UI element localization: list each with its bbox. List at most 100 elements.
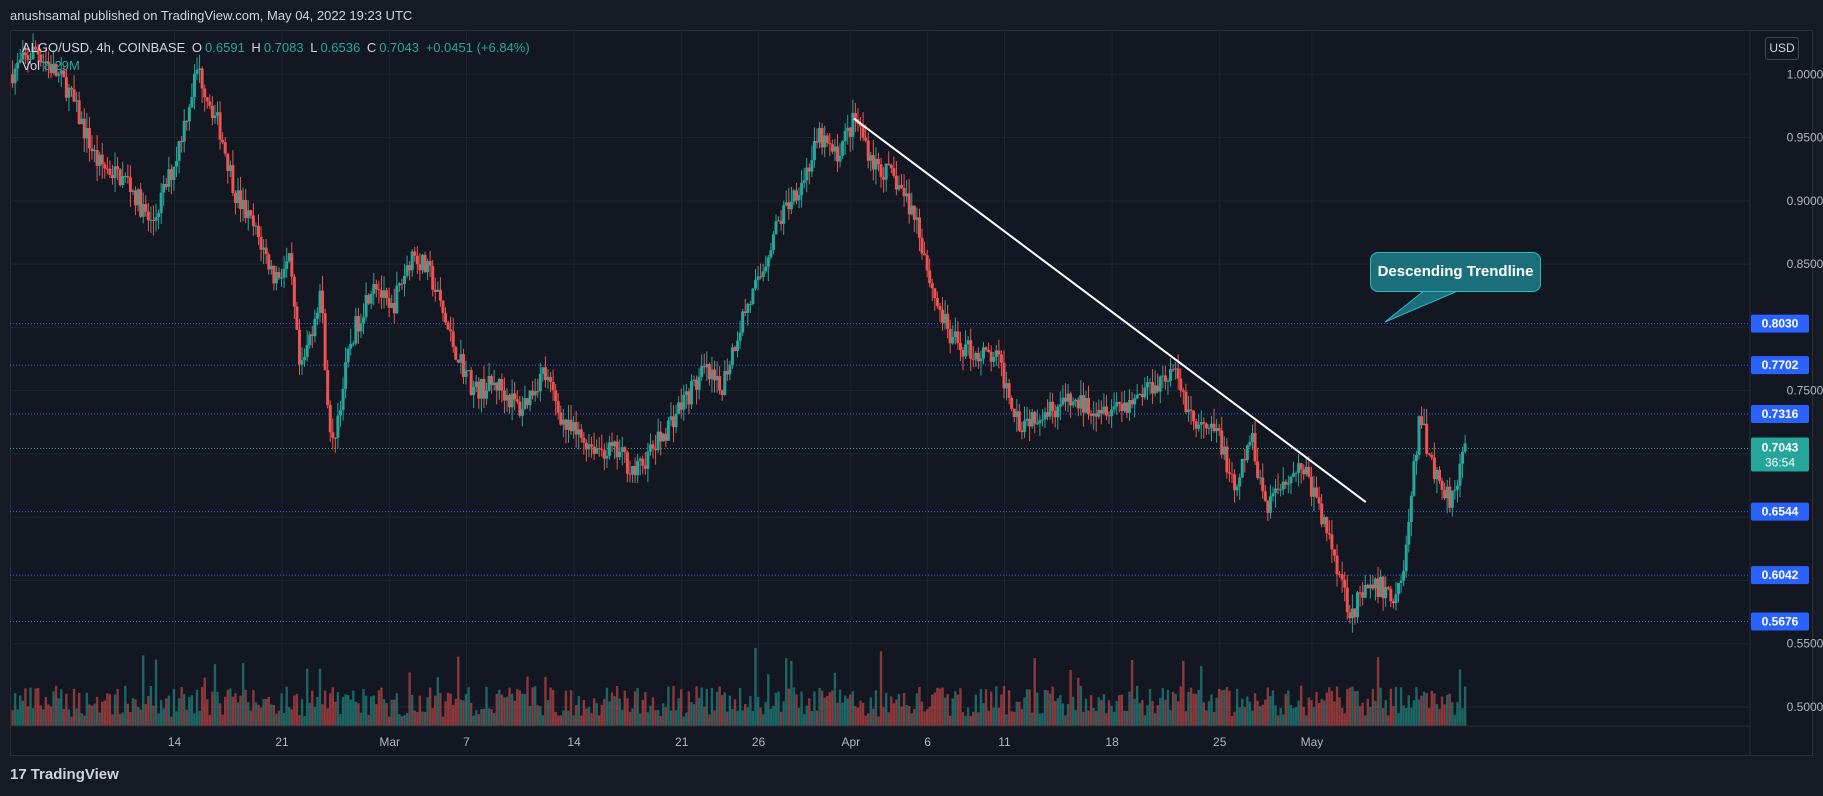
- volume-bar: [992, 707, 995, 726]
- candle-body: [105, 168, 109, 170]
- time-tick: 14: [168, 735, 182, 749]
- volume-bar: [416, 711, 419, 726]
- candle-body: [618, 451, 622, 458]
- candle-body: [198, 68, 202, 71]
- candle-body: [1276, 488, 1280, 490]
- volume-bar: [805, 705, 808, 726]
- candle-body: [1033, 412, 1037, 424]
- candle-body: [67, 87, 71, 98]
- time-tick: Apr: [841, 735, 860, 749]
- candle-body: [1430, 454, 1434, 458]
- candle-body: [369, 293, 373, 304]
- candle-body: [989, 351, 993, 362]
- current-price-badge: [1751, 437, 1809, 472]
- volume-bar: [989, 691, 993, 726]
- candle-body: [853, 112, 857, 120]
- volume-bar: [54, 685, 58, 726]
- candle-body: [1102, 406, 1106, 414]
- candle-body: [874, 158, 878, 170]
- currency-button[interactable]: USD: [1765, 37, 1799, 60]
- volume-bar: [1258, 706, 1262, 726]
- candle-body: [110, 175, 114, 179]
- candle-body: [295, 306, 299, 330]
- candle-body: [44, 61, 48, 63]
- candle-body: [876, 158, 880, 165]
- candle-body: [431, 265, 435, 290]
- volume-bar: [457, 656, 460, 726]
- volume-bar: [551, 689, 555, 726]
- volume-bar: [580, 715, 583, 726]
- volume-bar: [621, 709, 624, 726]
- candle-body: [1053, 410, 1057, 418]
- volume-bar: [523, 693, 527, 726]
- volume-bar: [964, 715, 967, 726]
- candle-body: [1122, 402, 1126, 411]
- volume-bar: [1015, 701, 1019, 726]
- volume-bar: [736, 710, 739, 726]
- volume-bar: [838, 689, 842, 726]
- candle-body: [1407, 522, 1411, 545]
- volume-bar: [413, 710, 416, 726]
- volume-bar: [1387, 715, 1390, 726]
- candle-body: [308, 334, 312, 345]
- volume-bar: [1351, 686, 1354, 726]
- candle-body: [638, 458, 642, 461]
- price-level-label: 0.6544: [1762, 505, 1799, 519]
- volume-bar: [1212, 712, 1216, 726]
- candle-body: [689, 381, 693, 405]
- candle-body: [1412, 461, 1416, 496]
- candle-body: [774, 221, 778, 235]
- candle-body: [1325, 517, 1329, 534]
- volume-bar: [390, 699, 393, 726]
- volume-bar: [262, 699, 265, 726]
- candle-body: [902, 187, 906, 197]
- candle-body: [356, 316, 360, 332]
- volume-bar: [1422, 691, 1426, 726]
- volume-bar: [1369, 706, 1372, 726]
- candle-body: [490, 376, 494, 385]
- candle-body: [825, 135, 829, 143]
- time-tick: 7: [463, 735, 470, 749]
- chart-area[interactable]: [10, 30, 1813, 756]
- volume-bar: [1048, 693, 1052, 726]
- candle-body: [136, 189, 140, 206]
- candle-body: [11, 74, 15, 84]
- volume-bar: [257, 704, 260, 726]
- volume-bar: [769, 708, 773, 726]
- volume-bar: [101, 701, 104, 726]
- volume-bar: [846, 698, 849, 726]
- candle-body: [1017, 411, 1021, 431]
- candle-body: [549, 376, 553, 382]
- candle-body: [195, 70, 199, 74]
- candle-body: [1332, 549, 1336, 556]
- candle-body: [551, 381, 555, 391]
- candle-body: [477, 381, 481, 399]
- candle-body: [1322, 517, 1326, 525]
- candle-body: [974, 352, 978, 360]
- volume-bar: [1320, 698, 1323, 726]
- volume-bar: [234, 693, 237, 726]
- time-tick: 18: [1105, 735, 1119, 749]
- candle-body: [1235, 486, 1239, 491]
- volume-bar: [293, 695, 296, 726]
- candle-body: [651, 444, 655, 449]
- time-tick: 21: [675, 735, 689, 749]
- volume-bar: [997, 707, 1001, 726]
- volume-bar: [200, 687, 204, 726]
- candle-body: [1368, 584, 1372, 589]
- volume-bar: [1128, 691, 1131, 726]
- candle-body: [1450, 490, 1454, 508]
- volume-bar: [628, 711, 632, 726]
- volume-bar: [1182, 660, 1185, 726]
- candle-body: [843, 130, 847, 142]
- candle-body: [536, 391, 540, 393]
- volume-bar: [1233, 711, 1236, 726]
- volume-bar: [854, 706, 857, 726]
- volume-bar: [1189, 687, 1193, 726]
- candle-body: [1315, 487, 1319, 498]
- candle-body: [41, 61, 45, 63]
- candle-body: [561, 419, 565, 425]
- volume-bar: [467, 687, 470, 726]
- volume-bar: [1384, 700, 1387, 726]
